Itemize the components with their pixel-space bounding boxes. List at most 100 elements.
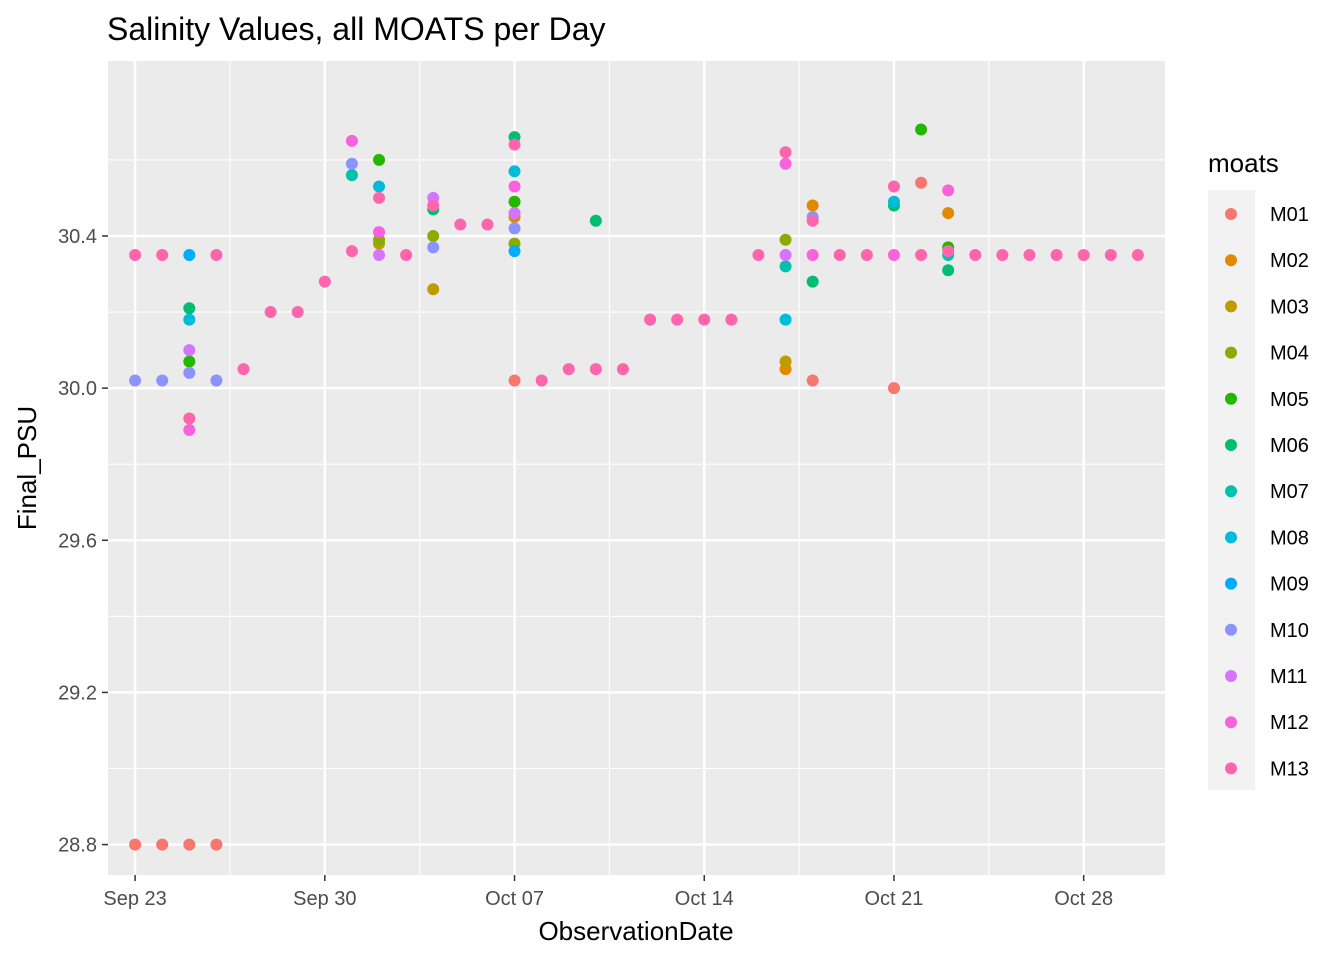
legend-label: M12	[1270, 712, 1309, 734]
x-axis-title: ObservationDate	[538, 916, 733, 946]
data-point	[373, 191, 386, 204]
data-point	[210, 374, 223, 387]
data-point	[942, 207, 955, 220]
legend-label: M10	[1270, 620, 1309, 642]
data-point	[237, 363, 250, 376]
data-point	[156, 838, 169, 851]
data-point	[183, 344, 196, 357]
grid-minor	[108, 61, 1165, 875]
legend-key	[1225, 392, 1237, 405]
data-point	[183, 313, 196, 326]
legend-key	[1225, 577, 1237, 590]
data-point	[210, 248, 223, 261]
data-point	[1050, 248, 1063, 261]
data-point	[183, 302, 196, 315]
data-point	[942, 245, 955, 258]
data-point	[616, 363, 629, 376]
data-point	[318, 275, 331, 288]
data-point	[156, 248, 169, 261]
plot-panel	[108, 61, 1165, 875]
data-point	[345, 157, 358, 170]
data-point	[1131, 248, 1144, 261]
data-point	[400, 248, 413, 261]
data-point	[508, 374, 521, 387]
data-point	[454, 218, 467, 231]
legend-key	[1225, 485, 1237, 498]
data-point	[183, 838, 196, 851]
data-point	[345, 245, 358, 258]
data-point	[508, 195, 521, 208]
data-point	[129, 248, 142, 261]
data-point	[806, 248, 819, 261]
data-point	[698, 313, 711, 326]
data-point	[508, 222, 521, 235]
legend-label: M06	[1270, 435, 1309, 457]
data-point	[915, 176, 928, 189]
legend-label: M07	[1270, 481, 1309, 503]
data-point	[752, 248, 765, 261]
data-point	[1077, 248, 1090, 261]
data-point	[264, 306, 277, 319]
data-point	[427, 229, 440, 242]
legend-key	[1225, 670, 1237, 682]
data-point	[129, 374, 142, 387]
y-tick-label: 29.2	[58, 682, 97, 704]
data-point	[508, 138, 521, 151]
data-point	[183, 248, 196, 261]
x-tick-label: Oct 28	[1054, 888, 1113, 910]
data-point	[210, 838, 223, 851]
legend-key	[1225, 623, 1237, 636]
legend-key	[1225, 208, 1237, 220]
data-point	[589, 363, 602, 376]
data-point	[887, 180, 900, 193]
legend-key	[1225, 254, 1237, 267]
legend-key	[1225, 762, 1237, 775]
data-point	[427, 283, 440, 296]
data-point	[183, 412, 196, 425]
legend-key	[1225, 716, 1237, 729]
data-point	[1104, 248, 1117, 261]
data-point	[806, 374, 819, 387]
legend-items: M01 M02 M03 M04 M05 M06 M07 M08 M09 M10 M11 M12 M13	[1225, 204, 1309, 780]
x-tick-label: Oct 14	[675, 888, 734, 910]
data-point	[508, 180, 521, 193]
data-point	[373, 248, 386, 261]
data-point	[508, 165, 521, 178]
data-point	[887, 382, 900, 395]
data-point	[942, 264, 955, 277]
y-tick-label: 30.4	[58, 226, 97, 248]
data-point	[345, 169, 358, 182]
legend: moats M01M02M03M04M05M06M07M08M09M10M11M…	[1208, 148, 1309, 790]
x-axis: Sep 23 Sep 30 Oct 07 Oct 14 Oct 21 Oct 28	[103, 875, 1113, 910]
y-axis-title: Final_PSU	[12, 406, 42, 530]
data-point	[373, 226, 386, 239]
data-point	[887, 248, 900, 261]
data-point	[562, 363, 575, 376]
y-tick-label: 28.8	[58, 835, 97, 857]
data-point	[725, 313, 738, 326]
grid-major	[108, 61, 1165, 875]
legend-key	[1225, 531, 1237, 544]
data-point	[183, 423, 196, 436]
data-point	[806, 275, 819, 288]
data-point	[833, 248, 846, 261]
data-point	[373, 180, 386, 193]
y-tick-label: 29.6	[58, 530, 97, 552]
x-tick-label: Sep 23	[103, 888, 166, 910]
data-point	[942, 184, 955, 197]
data-point	[183, 366, 196, 379]
data-point	[589, 214, 602, 227]
legend-label: M05	[1270, 389, 1309, 411]
data-point	[183, 355, 196, 368]
data-point	[644, 313, 657, 326]
data-point	[996, 248, 1009, 261]
data-point	[671, 313, 684, 326]
data-point	[508, 245, 521, 258]
data-point	[427, 241, 440, 254]
legend-key	[1225, 439, 1237, 451]
legend-key	[1225, 346, 1237, 359]
legend-label: M02	[1270, 250, 1309, 272]
data-point	[779, 157, 792, 170]
data-point	[129, 838, 142, 851]
